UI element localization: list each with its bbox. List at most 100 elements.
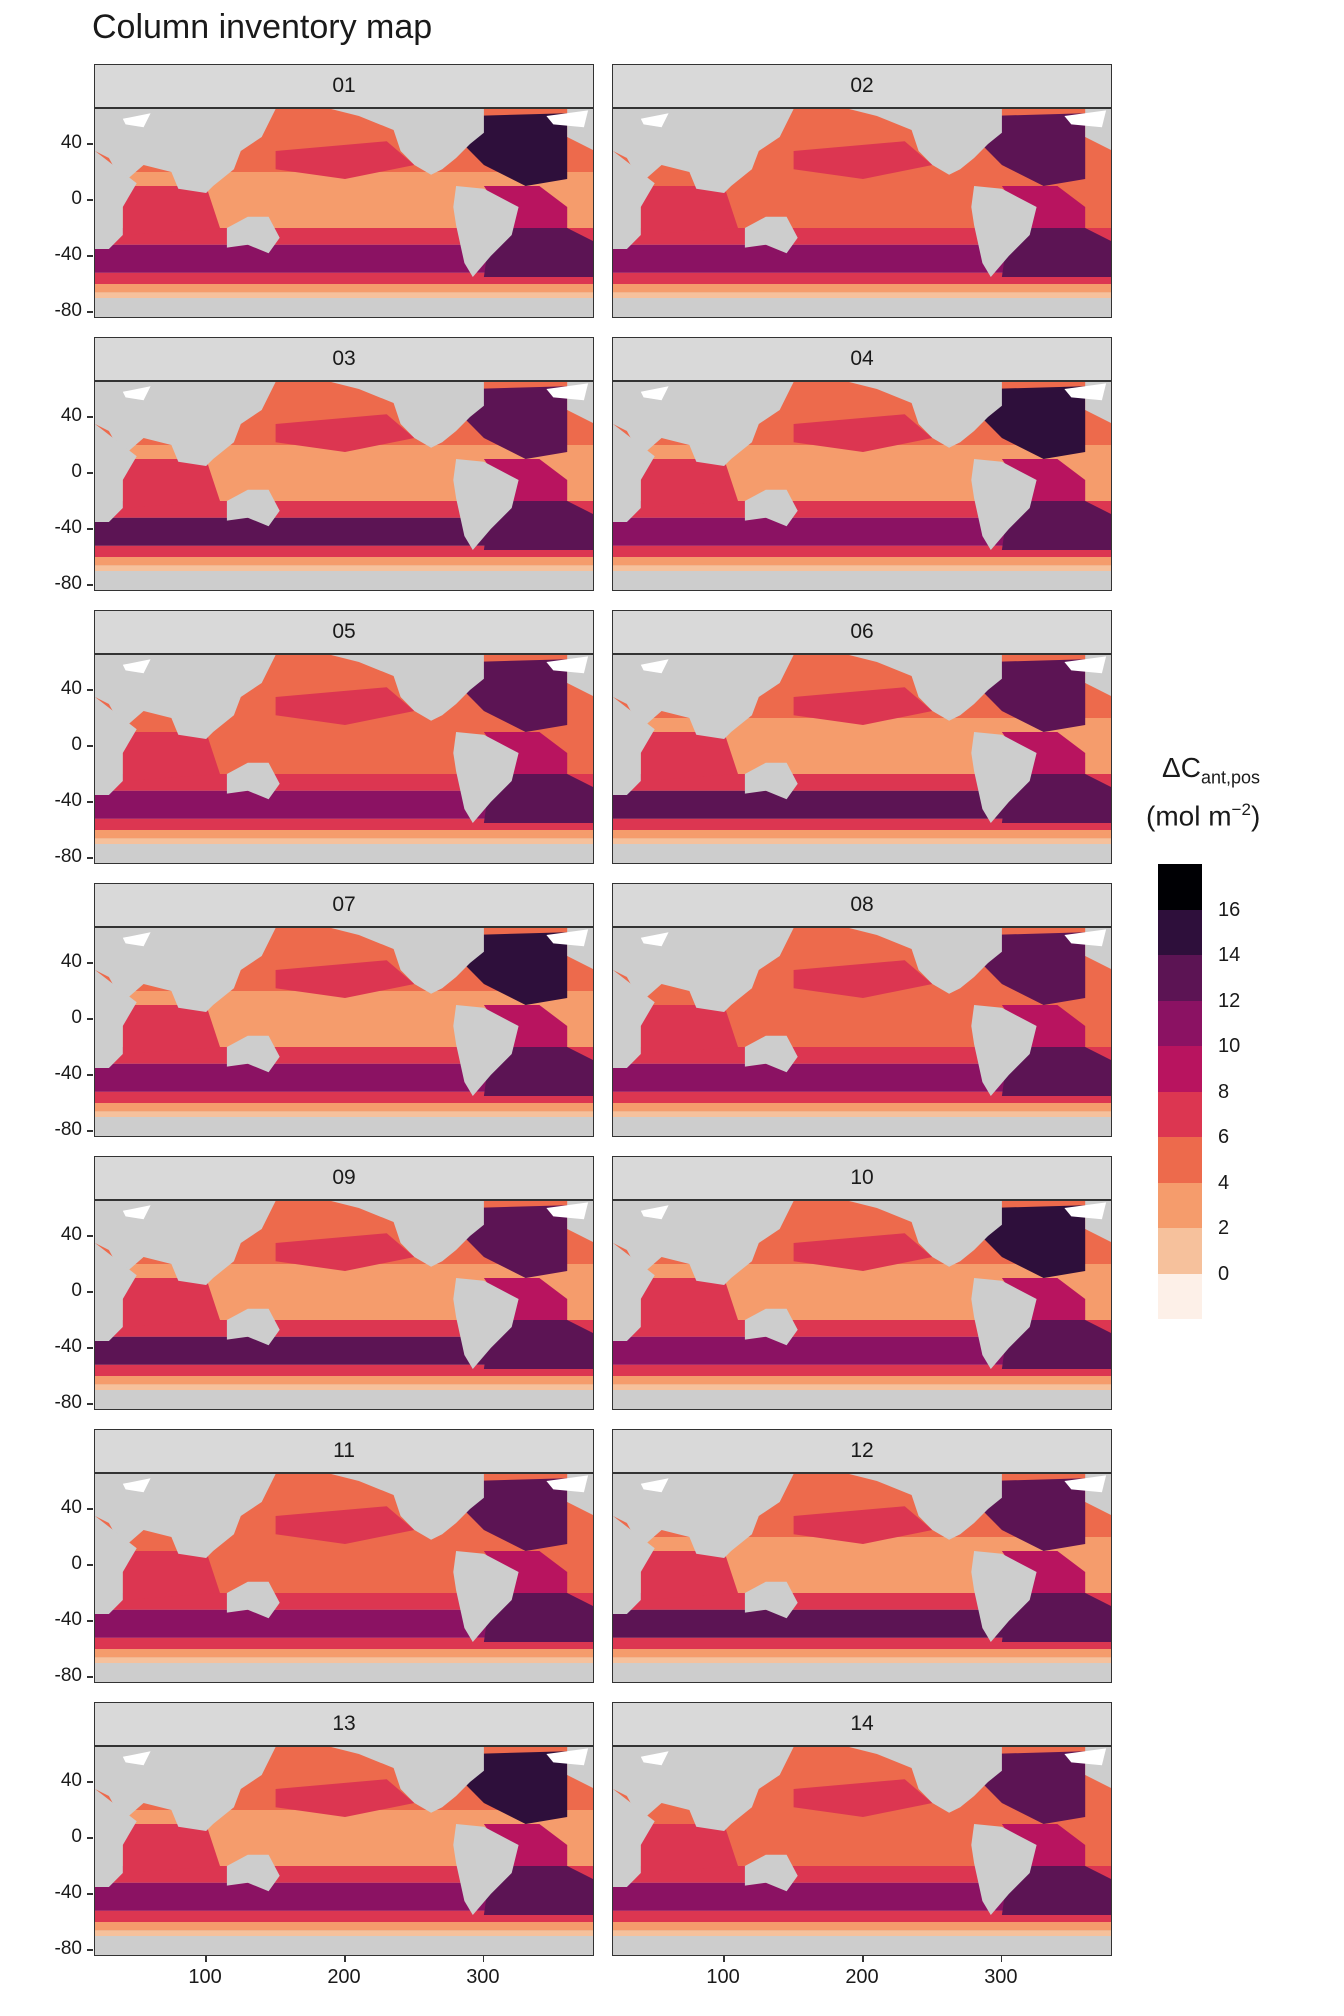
north-atlantic [981, 659, 1086, 732]
y-tick [87, 1018, 93, 1020]
ocean-southern-low [613, 1103, 1111, 1112]
ocean-southern-mid [95, 1364, 593, 1376]
legend-key [1158, 1000, 1202, 1046]
legend-label: 0 [1218, 1262, 1230, 1285]
y-tick-label: 0 [71, 734, 82, 755]
map-svg [95, 1474, 593, 1682]
australia-land [744, 1581, 798, 1619]
north-atlantic [463, 1205, 568, 1278]
y-tick [87, 801, 93, 803]
ocean-southern-low [613, 1649, 1111, 1658]
y-tick [87, 1676, 93, 1678]
ice-patch [122, 1751, 151, 1766]
south-atlantic [483, 501, 593, 550]
legend-label: 14 [1218, 944, 1241, 966]
x-tick-label: 100 [188, 1966, 222, 1988]
facet-strip: 01 [94, 64, 594, 108]
australia-land [744, 1854, 798, 1892]
indian-ocean [122, 1824, 220, 1873]
facet-strip: 06 [612, 610, 1112, 654]
tropical-atlantic [1001, 459, 1086, 501]
tropical-atlantic [483, 1278, 568, 1320]
y-tick [87, 1620, 93, 1622]
antarctica-land [613, 1117, 1111, 1136]
legend-key [1158, 909, 1202, 955]
south-america-land [971, 1551, 1037, 1642]
north-pacific-gyre [793, 960, 933, 998]
x-tick-label: 100 [706, 1966, 740, 1988]
australia-land [226, 1035, 280, 1073]
north-pacific-gyre [275, 687, 415, 725]
south-america-land [453, 732, 519, 823]
indian-ocean [640, 1824, 738, 1873]
tropical-atlantic [1001, 186, 1086, 228]
north-america-land [331, 1747, 484, 1813]
eurasia-land [95, 1201, 276, 1285]
map-svg [613, 655, 1111, 863]
south-america-land [453, 1278, 519, 1369]
x-tick [205, 1956, 207, 1962]
ocean-southern-mid [95, 272, 593, 284]
y-tick-label: 40 [60, 405, 82, 426]
tropical-atlantic [483, 1824, 568, 1866]
eurasia-land [613, 928, 794, 1012]
y-tick [87, 1347, 93, 1349]
south-atlantic [483, 1320, 593, 1369]
ocean-southern-low [95, 1103, 593, 1112]
ocean-southern-mid [613, 1091, 1111, 1103]
north-america-land [849, 1201, 1002, 1267]
ice-patch [640, 113, 669, 128]
y-tick-label: -40 [54, 1609, 82, 1630]
y-tick [87, 857, 93, 859]
south-america-land [453, 1824, 519, 1915]
eurasia-land [95, 928, 276, 1012]
ocean-southern-mid [613, 818, 1111, 830]
north-america-land [849, 1474, 1002, 1540]
y-tick [87, 1403, 93, 1405]
y-tick-label: 0 [71, 1826, 82, 1847]
indian-ocean [122, 186, 220, 235]
south-america-land [453, 1005, 519, 1096]
x-tick [482, 1956, 485, 1962]
north-pacific-gyre [275, 1779, 415, 1817]
indian-ocean [122, 732, 220, 781]
south-atlantic [483, 1866, 593, 1915]
y-tick-label: -80 [54, 846, 82, 867]
tropical-atlantic [1001, 1005, 1086, 1047]
south-america-land [453, 186, 519, 277]
y-tick [87, 1949, 93, 1951]
ocean-southern-low [613, 284, 1111, 293]
map-panel [612, 1746, 1112, 1956]
africa-land [613, 697, 655, 795]
map-svg [613, 1474, 1111, 1682]
ice-patch [546, 929, 589, 947]
map-panel [612, 654, 1112, 864]
y-tick-label: -80 [54, 573, 82, 594]
eurasia-land [613, 1201, 794, 1285]
north-america-land [331, 928, 484, 994]
north-pacific-gyre [793, 1233, 933, 1271]
facet-strip: 14 [612, 1702, 1112, 1746]
ocean-southern-low [613, 830, 1111, 839]
north-atlantic [981, 113, 1086, 186]
y-tick [87, 1781, 93, 1783]
y-tick [87, 689, 93, 691]
north-atlantic [463, 659, 568, 732]
north-atlantic [981, 1751, 1086, 1824]
antarctica-land [95, 571, 593, 590]
y-tick-label: 40 [60, 1770, 82, 1791]
antarctica-land [95, 1390, 593, 1409]
north-america-land [849, 382, 1002, 448]
south-america-land [971, 1824, 1037, 1915]
south-atlantic [483, 774, 593, 823]
indian-ocean [122, 459, 220, 508]
tropical-atlantic [483, 459, 568, 501]
ice-patch [546, 110, 589, 128]
y-tick [87, 1291, 93, 1293]
ice-patch [1064, 656, 1107, 674]
y-tick-label: 0 [71, 188, 82, 209]
north-america-land [331, 655, 484, 721]
north-america-land [331, 1474, 484, 1540]
facet-strip: 11 [94, 1429, 594, 1473]
ice-patch [640, 1751, 669, 1766]
